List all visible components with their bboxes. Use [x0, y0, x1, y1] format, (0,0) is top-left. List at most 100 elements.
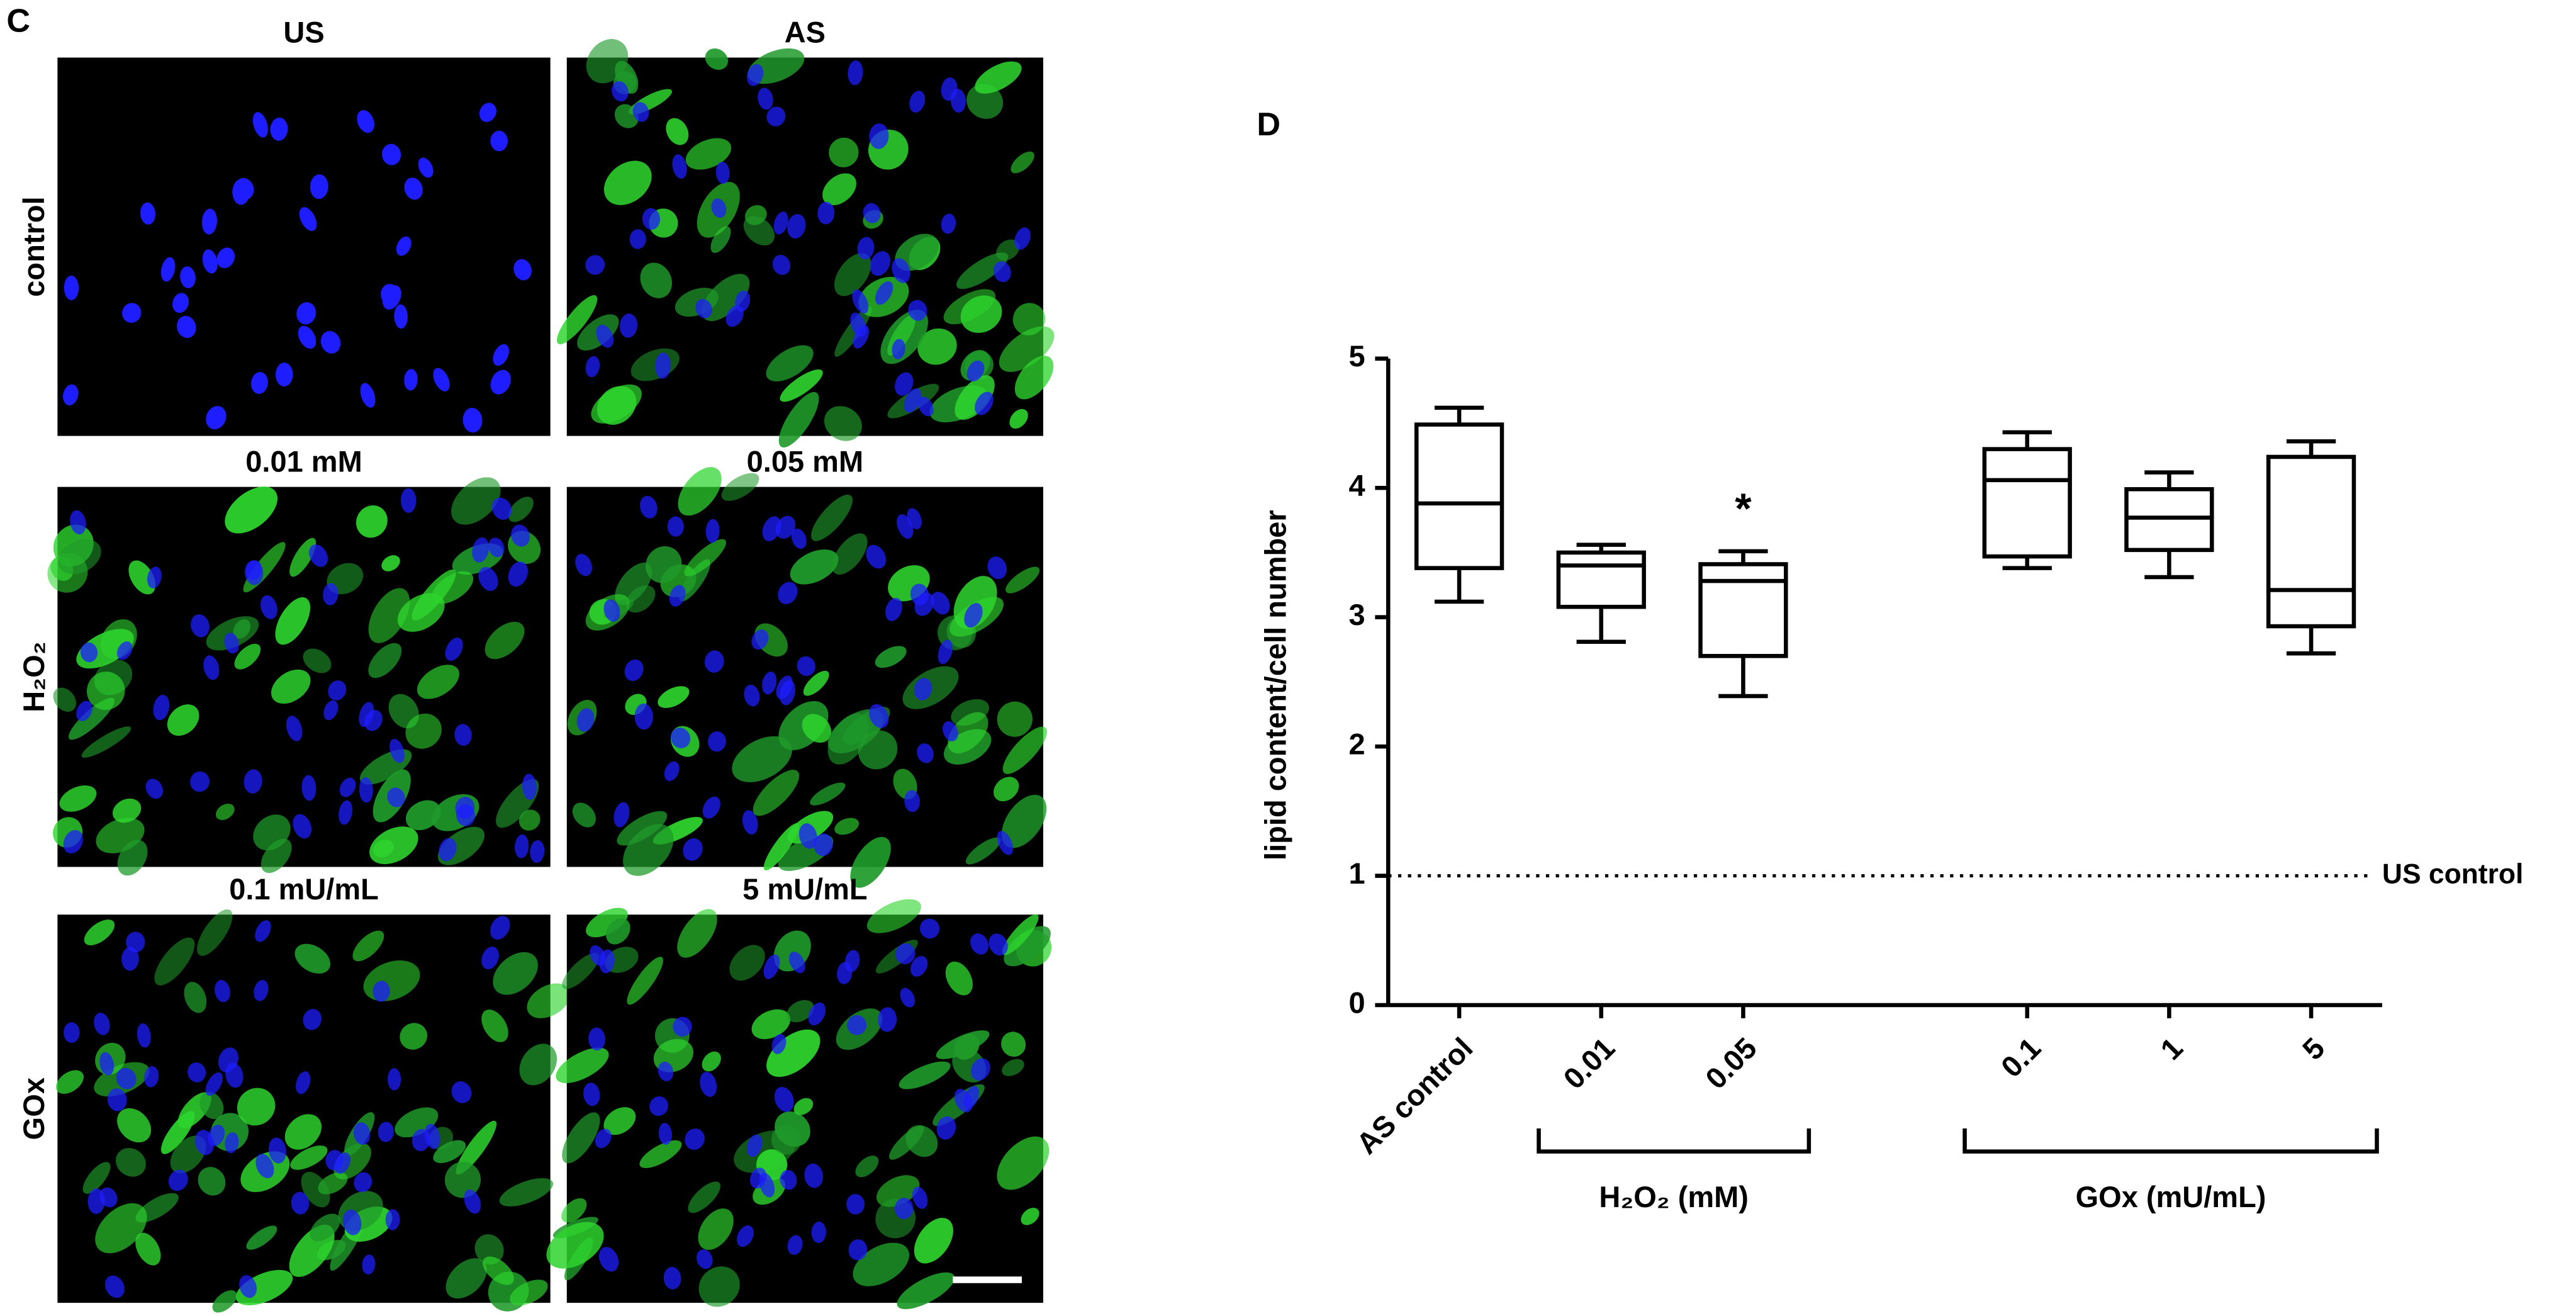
nucleus — [325, 1150, 344, 1171]
lipid-stain — [301, 1171, 330, 1208]
lipid-stain — [855, 1156, 879, 1178]
lipid-stain — [596, 386, 637, 425]
nucleus — [847, 1015, 867, 1035]
nucleus — [252, 112, 268, 138]
nucleus — [160, 257, 176, 282]
lipid-stain — [546, 1222, 604, 1269]
nucleus — [190, 771, 210, 792]
lipid-stain — [561, 1198, 587, 1223]
lipid-stain — [184, 982, 207, 1013]
nucleus — [895, 372, 914, 396]
nucleus — [970, 933, 989, 955]
nucleus — [64, 1022, 80, 1043]
nucleus — [655, 352, 671, 379]
nucleus — [869, 704, 889, 728]
row-label: GOx — [17, 1077, 50, 1140]
nucleus — [797, 656, 815, 676]
nucleus — [339, 800, 353, 825]
nucleus — [672, 154, 687, 179]
lipid-stain — [154, 937, 195, 986]
nucleus — [963, 1086, 980, 1109]
lipid-stain — [999, 326, 1055, 372]
nucleus — [268, 1137, 286, 1164]
nucleus — [357, 110, 374, 133]
lipid-stain — [1012, 303, 1046, 335]
lipid-stain — [199, 1091, 224, 1120]
nucleus — [206, 406, 227, 430]
nucleus — [658, 1061, 674, 1081]
nucleus — [664, 761, 680, 781]
nucleus — [837, 962, 853, 984]
nucleus — [153, 694, 170, 721]
lipid-stain — [753, 770, 800, 816]
nucleus — [508, 561, 529, 587]
lipid-stain — [1021, 1208, 1039, 1225]
column-header: 0.05 mM — [747, 444, 863, 478]
nucleus — [433, 368, 450, 391]
nucleus — [640, 496, 658, 519]
nucleus — [140, 202, 155, 225]
nucleus — [490, 130, 508, 152]
nucleus — [339, 777, 356, 797]
lipid-stain — [451, 477, 501, 525]
lipid-stain — [822, 173, 856, 206]
y-axis-label: lipid content/cell number — [1259, 510, 1292, 860]
y-tick-label: 5 — [1349, 339, 1365, 373]
lipid-stain — [802, 714, 832, 743]
nucleus — [387, 787, 405, 807]
nucleus — [852, 289, 869, 314]
lipid-stain — [84, 920, 115, 945]
nucleus — [778, 582, 798, 605]
reference-label: US control — [2382, 858, 2523, 889]
lipid-stain — [481, 1009, 508, 1042]
lipid-stain — [368, 643, 402, 678]
lipid-stain — [721, 473, 759, 501]
nucleus — [418, 157, 434, 178]
nucleus — [848, 60, 863, 86]
nucleus — [774, 1086, 794, 1112]
nucleus — [439, 838, 457, 862]
lipid-stain — [1002, 726, 1048, 774]
lipid-stain — [953, 576, 997, 629]
column-header: US — [283, 15, 324, 48]
nucleus — [145, 779, 163, 799]
nucleus — [359, 777, 373, 803]
lipid-stain — [562, 953, 600, 989]
nucleus — [941, 77, 958, 101]
nucleus — [885, 597, 902, 621]
lipid-stain — [112, 798, 142, 823]
nucleus — [63, 384, 79, 405]
micrograph — [57, 57, 551, 436]
lipid-stain — [702, 1051, 721, 1072]
lipid-stain — [572, 802, 596, 828]
nucleus — [490, 369, 511, 395]
group-label: H₂O₂ (mM) — [1599, 1180, 1749, 1213]
lipid-stain — [135, 1232, 161, 1266]
nucleus — [705, 519, 720, 543]
lipid-stain — [702, 274, 750, 322]
nucleus — [400, 488, 417, 513]
nucleus — [455, 797, 475, 819]
lipid-stain — [766, 345, 814, 382]
nucleus — [936, 1116, 956, 1140]
nucleus — [116, 641, 133, 660]
lipid-stain — [603, 1107, 636, 1135]
lipid-stain — [519, 1043, 557, 1086]
nucleus — [362, 1254, 376, 1274]
nucleus — [667, 516, 684, 537]
lipid-stain — [956, 252, 1009, 290]
lipid-stain — [212, 1290, 237, 1313]
nucleus — [472, 537, 490, 563]
lipid-stain — [86, 672, 125, 711]
nucleus — [848, 1239, 868, 1261]
box — [1414, 422, 1504, 570]
nucleus — [808, 1003, 826, 1026]
nucleus — [147, 566, 162, 588]
nucleus — [673, 1016, 692, 1037]
nucleus — [735, 290, 751, 312]
nucleus — [388, 1068, 401, 1091]
nucleus — [585, 356, 600, 378]
nucleus — [598, 1247, 619, 1272]
lipid-stain — [684, 539, 727, 576]
